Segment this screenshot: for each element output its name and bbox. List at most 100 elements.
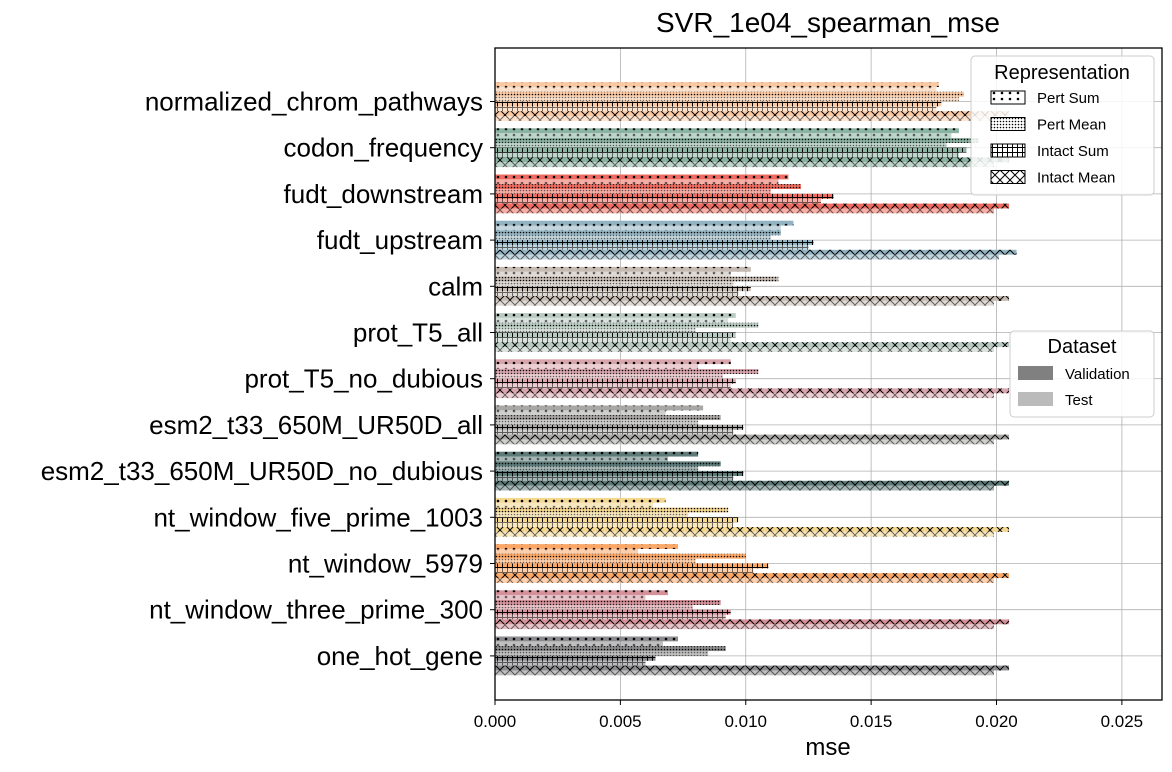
bar-hatch — [495, 157, 1010, 163]
bar-intact-mean-test — [495, 300, 994, 306]
bar-pert-sum-test — [495, 364, 699, 369]
bar-intact-sum-validation — [495, 332, 736, 338]
bar-hatch — [495, 230, 781, 236]
bar-pert-sum-validation — [495, 128, 959, 134]
bar-hatch — [495, 517, 739, 523]
bar-pert-sum-test — [495, 456, 669, 462]
bar-hatch — [495, 128, 959, 134]
bar-hatch — [495, 609, 731, 615]
x-tick-label: 0.005 — [599, 712, 642, 731]
bar-pert-sum-validation — [495, 359, 731, 365]
bar-intact-sum-validation — [495, 655, 656, 661]
bar-hatch — [495, 522, 734, 527]
x-tick-label: 0.000 — [474, 712, 517, 731]
bar-intact-sum-test — [495, 198, 821, 204]
bar-pert-sum-validation — [495, 590, 669, 596]
bar-hatch — [495, 198, 821, 204]
bar-hatch — [495, 624, 994, 630]
bar-pert-mean-validation — [495, 322, 759, 328]
bar-pert-mean-test — [495, 327, 696, 333]
bar-hatch — [495, 91, 964, 97]
y-tick-label: esm2_t33_650M_UR50D_all — [149, 410, 483, 440]
bar-hatch — [495, 405, 704, 411]
legend-label: Intact Sum — [1037, 143, 1109, 160]
bar-pert-sum-validation — [495, 266, 751, 272]
bar-hatch — [495, 544, 679, 549]
bar-intact-sum-test — [495, 429, 734, 435]
bar-intact-sum-validation — [495, 471, 744, 476]
bar-pert-mean-test — [495, 558, 696, 564]
bar-hatch — [495, 512, 689, 518]
y-tick-label: nt_window_5979 — [288, 549, 483, 579]
bar-intact-mean-validation — [495, 249, 1017, 255]
bar-pert-mean-test — [495, 604, 694, 610]
bar-hatch — [495, 471, 744, 476]
bar-intact-sum-test — [495, 660, 646, 666]
bar-pert-sum-test — [495, 179, 779, 185]
bar-intact-mean-validation — [495, 434, 1010, 440]
bar-hatch — [495, 300, 994, 306]
bar-hatch — [495, 313, 736, 318]
bar-intact-mean-test — [495, 578, 994, 583]
bar-intact-mean-test — [495, 485, 994, 491]
bar-hatch — [495, 578, 994, 583]
bar-hatch — [495, 249, 1017, 255]
bar-pert-mean-test — [495, 96, 959, 102]
bar-intact-sum-test — [495, 522, 734, 527]
bar-pert-mean-validation — [495, 507, 729, 513]
bar-hatch — [495, 383, 731, 389]
bar-pert-mean-test — [495, 512, 689, 518]
y-tick-label: prot_T5_all — [353, 318, 483, 348]
bar-hatch — [495, 507, 729, 513]
bar-intact-sum-test — [495, 106, 937, 112]
bar-hatch — [495, 286, 751, 292]
bar-hatch — [495, 179, 779, 185]
bar-hatch — [495, 203, 1010, 209]
bar-hatch — [495, 480, 1010, 486]
bar-intact-sum-test — [495, 475, 734, 481]
bar-hatch — [495, 558, 696, 564]
x-tick-label: 0.025 — [1101, 712, 1144, 731]
y-tick-label: calm — [428, 271, 483, 301]
legend-entry-intact-sum: Intact Sum — [990, 143, 1109, 160]
y-axis-labels: normalized_chrom_pathways codon_frequency… — [41, 87, 495, 671]
bar-intact-mean-test — [495, 254, 1000, 260]
bar-hatch — [495, 296, 1010, 301]
bar-hatch — [495, 322, 759, 328]
bar-pert-sum-test — [495, 641, 664, 647]
x-tick-label: 0.010 — [724, 712, 767, 731]
legend-swatch — [1018, 392, 1053, 406]
legend-representation: Representation Pert Sum Pert Mean Intact S… — [970, 55, 1155, 196]
bar-intact-mean-validation — [495, 111, 1010, 117]
bar-pert-mean-test — [495, 420, 699, 425]
bar-pert-mean-test — [495, 142, 947, 148]
bar-hatch — [495, 434, 1010, 440]
bar-hatch — [495, 604, 694, 610]
bar-hatch — [495, 281, 734, 287]
legend-swatch — [990, 143, 1026, 158]
bar-intact-mean-test — [495, 531, 994, 537]
bar-hatch — [495, 646, 726, 652]
bar-hatch — [495, 497, 666, 503]
plot-frame — [494, 47, 1163, 701]
bar-hatch — [495, 327, 696, 333]
bar-hatch — [495, 240, 814, 245]
bar-pert-mean-validation — [495, 600, 721, 605]
y-tick-label: one_hot_gene — [317, 641, 483, 671]
legend-label: Intact Mean — [1037, 170, 1115, 187]
bar-pert-mean-validation — [495, 138, 979, 143]
bar-hatch — [495, 82, 939, 87]
bar-hatch — [495, 485, 994, 491]
x-tick-label: 0.015 — [850, 712, 893, 731]
bar-pert-sum-test — [495, 133, 952, 138]
bar-pert-mean-validation — [495, 91, 964, 97]
bar-pert-sum-validation — [495, 405, 704, 411]
y-tick-label: nt_window_three_prime_300 — [149, 595, 483, 625]
bar-hatch — [495, 655, 656, 661]
bar-pert-mean-validation — [495, 646, 726, 652]
bar-intact-sum-validation — [495, 424, 744, 430]
bar-hatch — [495, 451, 699, 457]
bar-intact-mean-validation — [495, 480, 1010, 486]
bar-hatch — [495, 439, 994, 445]
bar-intact-sum-test — [495, 568, 754, 574]
